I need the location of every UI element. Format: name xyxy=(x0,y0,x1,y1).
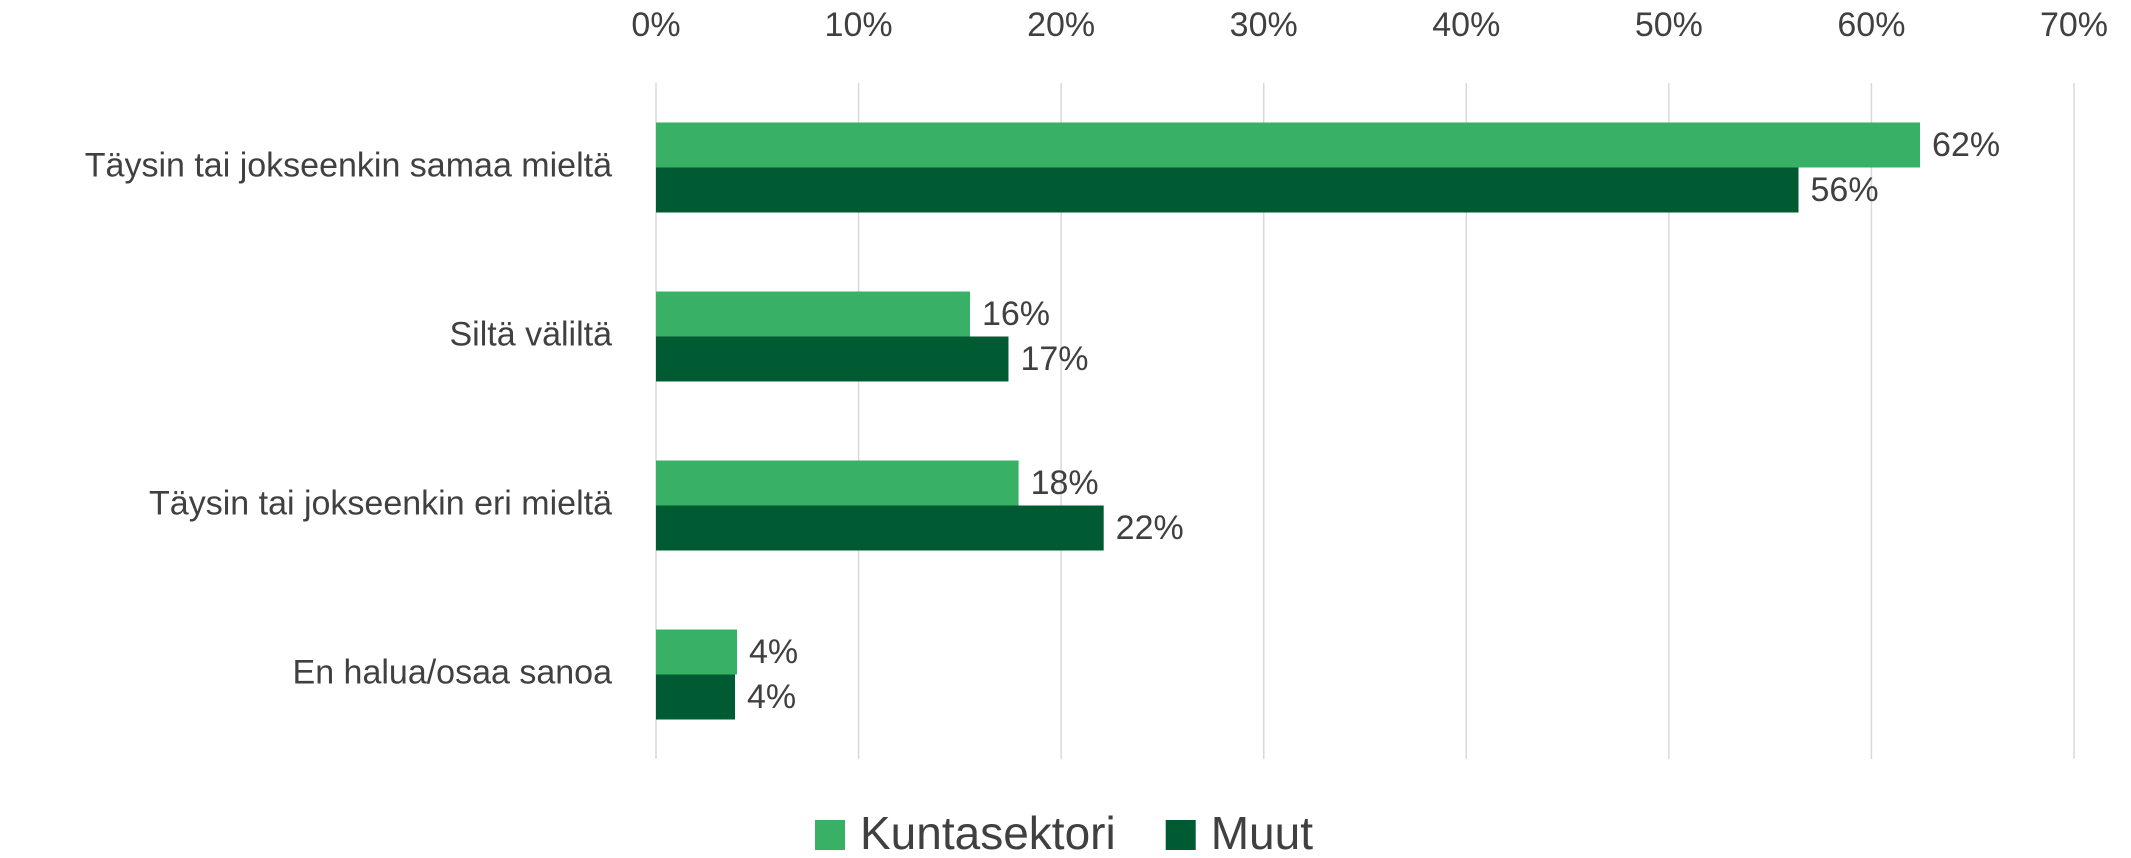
legend-swatch xyxy=(815,820,845,850)
data-label: 22% xyxy=(1116,509,1184,547)
data-label: 18% xyxy=(1031,464,1099,502)
bar xyxy=(656,167,1799,213)
x-tick-label: 10% xyxy=(825,6,893,44)
y-tick-label: En halua/osaa sanoa xyxy=(293,653,613,691)
bar xyxy=(656,291,970,337)
legend-label: Kuntasektori xyxy=(860,807,1116,858)
data-label: 4% xyxy=(749,633,798,671)
x-tick-label: 40% xyxy=(1432,6,1500,44)
y-tick-label: Täysin tai jokseenkin samaa mieltä xyxy=(85,146,612,184)
bar xyxy=(656,460,1019,506)
x-tick-label: 70% xyxy=(2040,6,2108,44)
x-tick-label: 60% xyxy=(1837,6,1905,44)
legend-label: Muut xyxy=(1211,807,1313,858)
x-tick-label: 50% xyxy=(1635,6,1703,44)
y-tick-label: Siltä väliltä xyxy=(449,315,612,353)
data-label: 16% xyxy=(982,295,1050,333)
x-tick-label: 0% xyxy=(631,6,680,44)
data-label: 4% xyxy=(747,678,796,716)
data-label: 62% xyxy=(1932,126,2000,164)
bar xyxy=(656,629,738,675)
bar xyxy=(656,674,736,720)
data-label: 56% xyxy=(1811,171,1879,209)
y-tick-label: Täysin tai jokseenkin eri mieltä xyxy=(149,484,612,522)
x-tick-label: 20% xyxy=(1027,6,1095,44)
bar xyxy=(656,505,1104,551)
x-tick-label: 30% xyxy=(1230,6,1298,44)
data-label: 17% xyxy=(1020,340,1088,378)
legend-swatch xyxy=(1165,820,1196,850)
bar xyxy=(656,122,1921,168)
bar xyxy=(656,336,1009,382)
